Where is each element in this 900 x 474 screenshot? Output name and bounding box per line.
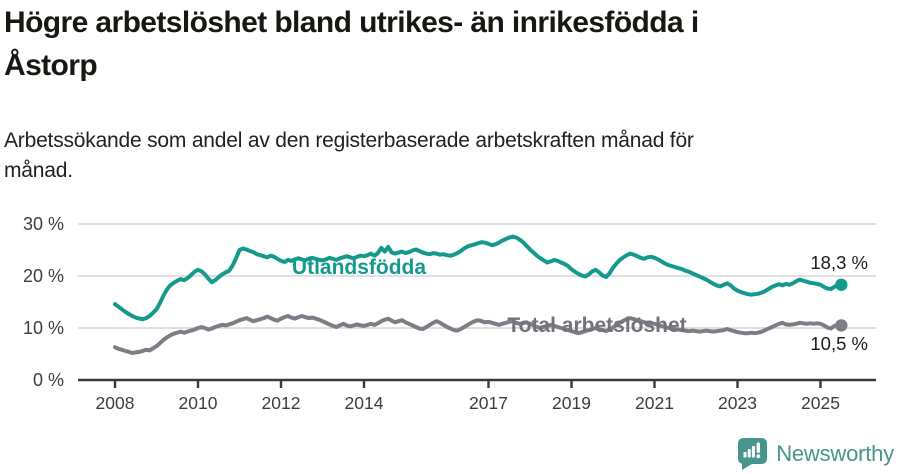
x-axis: 2008 2010 2012 2014 2017 2019 2021 2023 2025 — [78, 378, 876, 413]
series-end-dot-1 — [835, 319, 848, 332]
chart-title: Högre arbetslöshet bland utrikes- än inr… — [4, 1, 874, 87]
chart-subtitle-line-1: Arbetssökande som andel av den registerb… — [4, 129, 694, 152]
y-tick-label: 20 % — [23, 266, 64, 286]
series-line-1 — [113, 314, 844, 355]
chart-subtitle-line-2: månad. — [4, 159, 73, 182]
x-tick-label: 2023 — [718, 393, 757, 413]
x-tick-label: 2025 — [801, 393, 840, 413]
series-end-dot-0 — [835, 278, 848, 291]
end-value-labels: 18,3 % 10,5 % — [810, 252, 868, 354]
series-labels: Utlandsfödda Total arbetslöshet — [292, 256, 687, 337]
series-end-value-1: 10,5 % — [810, 333, 868, 354]
brand-name: Newsworthy — [776, 441, 894, 466]
x-tick-label: 2014 — [345, 393, 384, 413]
series-label-1: Total arbetslöshet — [507, 314, 686, 337]
chart-subtitle: Arbetssökande som andel av den registerb… — [4, 126, 844, 186]
chart-title-line-2: Åstorp — [4, 49, 98, 82]
series-lines — [113, 234, 844, 355]
chart-title-line-1: Högre arbetslöshet bland utrikes- än inr… — [4, 6, 699, 39]
x-tick-label: 2021 — [635, 393, 674, 413]
newsworthy-icon — [738, 438, 768, 470]
series-line-0 — [113, 234, 844, 322]
brand-link[interactable]: Newsworthy — [738, 438, 894, 470]
y-tick-label: 10 % — [23, 318, 64, 338]
gridlines — [78, 223, 876, 329]
x-tick-label: 2019 — [552, 393, 591, 413]
end-dots — [835, 278, 848, 332]
series-end-value-0: 18,3 % — [810, 252, 868, 273]
x-tick-label: 2017 — [469, 393, 508, 413]
x-tick-label: 2010 — [179, 393, 218, 413]
series-label-0: Utlandsfödda — [292, 256, 426, 279]
x-tick-label: 2012 — [262, 393, 301, 413]
y-axis-labels: 0 % 10 % 20 % 30 % — [23, 214, 64, 390]
x-tick-label: 2008 — [96, 393, 135, 413]
line-chart: 2008 2010 2012 2014 2017 2019 2021 2023 2025 0 %… — [23, 214, 876, 413]
y-tick-label: 30 % — [23, 214, 64, 234]
y-tick-label: 0 % — [33, 370, 64, 390]
